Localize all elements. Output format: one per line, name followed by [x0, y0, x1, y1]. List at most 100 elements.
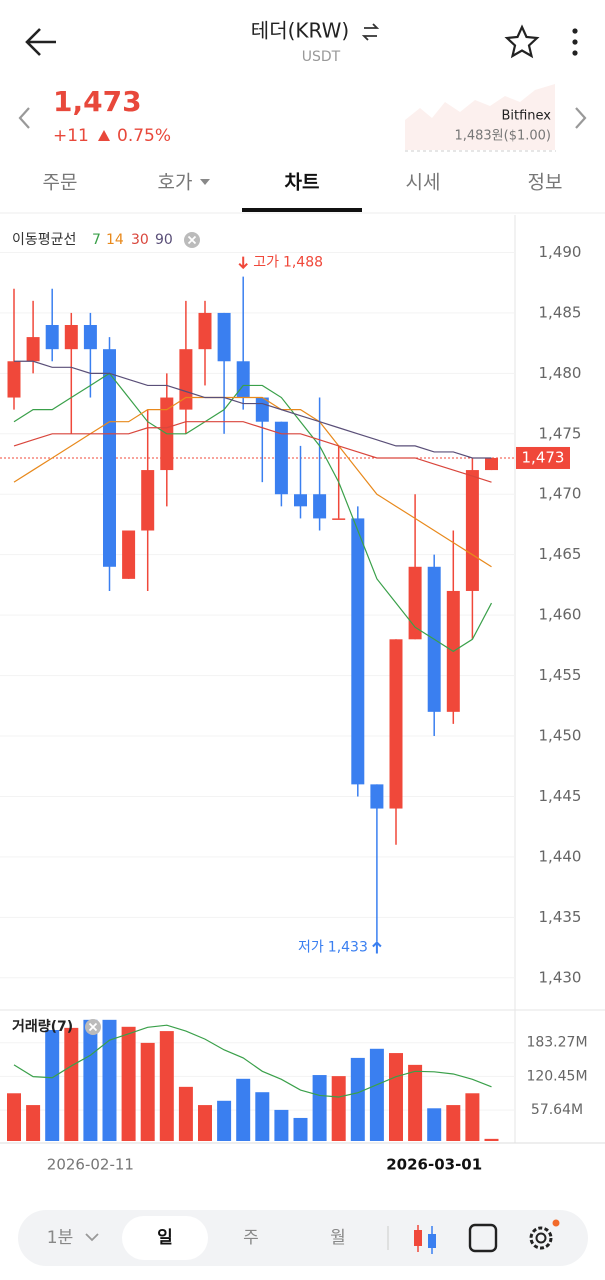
price-summary: 1,473 +11 0.75% Bitfinex 1,483원($1.00): [18, 84, 587, 152]
candle-body: [255, 397, 269, 422]
tab[interactable]: 차트: [285, 172, 320, 194]
active-period-pill: [122, 1216, 208, 1260]
y-tick-label: 1,450: [539, 727, 582, 745]
y-tick-label: 1,440: [539, 847, 582, 865]
settings-icon[interactable]: [529, 1219, 560, 1250]
ma-line: [13, 396, 492, 568]
period[interactable]: 월: [330, 1228, 346, 1248]
candle-body: [370, 784, 384, 809]
tab[interactable]: 정보: [528, 172, 563, 194]
volume-bar: [26, 1105, 41, 1141]
favorite-button[interactable]: [504, 24, 540, 59]
last-price: 1,473: [53, 85, 142, 118]
candle-body: [465, 470, 479, 591]
volume-bar: [7, 1093, 21, 1141]
low-text: 저가: [298, 940, 324, 956]
header: 테더(KRW) USDT: [25, 19, 578, 65]
volume-legend: 거래량(7): [12, 1019, 73, 1035]
x-tick-label: 2026-02-11: [47, 1156, 134, 1174]
volume-tick-label: 57.64M: [531, 1102, 583, 1118]
tab[interactable]: 주문: [43, 172, 78, 194]
volume-bar: [408, 1064, 423, 1141]
y-tick-label: 1,430: [539, 968, 582, 986]
volume-bar: [217, 1100, 232, 1141]
volume-bar: [83, 1019, 98, 1141]
high-value: 1,488: [283, 255, 323, 271]
volume-bar: [140, 1042, 155, 1141]
candle-body: [45, 325, 59, 350]
ma-line: [13, 372, 493, 653]
change-pct: 0.75%: [117, 126, 171, 146]
next-button[interactable]: [575, 107, 587, 129]
volume-bar: [45, 1030, 60, 1141]
tab-underline: [242, 208, 362, 212]
x-tick-label: 2026-03-01: [386, 1156, 482, 1174]
candle-body: [332, 518, 346, 520]
up-arrow: [98, 130, 110, 141]
interval[interactable]: 1분: [47, 1228, 73, 1248]
volume-ma-line: [13, 1024, 492, 1098]
interval-chevron[interactable]: [85, 1233, 99, 1242]
volume-bar: [102, 1019, 117, 1141]
y-tick-label: 1,485: [539, 303, 582, 321]
sparkline: [405, 84, 555, 150]
ref-exchange: Bitfinex: [501, 109, 551, 124]
candle-body: [7, 361, 21, 398]
y-tick-label: 1,455: [539, 666, 582, 684]
high-text: 고가: [253, 255, 279, 271]
y-tick-label: 1,475: [539, 424, 582, 442]
tab[interactable]: 호가: [158, 172, 193, 194]
period[interactable]: 일: [157, 1228, 173, 1248]
legend-entry: 90: [155, 232, 173, 248]
candle-body: [26, 337, 40, 362]
volume-bar: [350, 1057, 365, 1141]
candle-body: [141, 470, 155, 531]
volume-bar: [159, 1031, 174, 1141]
candle-body: [274, 421, 288, 495]
candle-body: [408, 566, 422, 640]
y-tick-label: 1,470: [539, 485, 582, 503]
y-tick-label: 1,445: [539, 787, 582, 805]
candle-body: [389, 639, 403, 809]
candle-body: [313, 494, 327, 519]
volume-bar: [312, 1075, 327, 1141]
y-tick-label: 1,490: [539, 243, 582, 261]
volume-bar: [484, 1138, 499, 1141]
tabs: 주문 호가 차트 시세 정보: [43, 172, 563, 212]
volume-bar: [427, 1108, 442, 1141]
low-arrow: [372, 941, 382, 954]
tab[interactable]: 시세: [406, 172, 441, 194]
swap-icon[interactable]: [361, 23, 380, 41]
tab-dropdown: [200, 179, 210, 185]
more-button[interactable]: [572, 28, 578, 56]
high-label: 고가 1,488: [253, 255, 323, 271]
chart: 1,490 1,485 1,480 1,475 1,470 1,465 1,460 1,455…: [0, 215, 605, 1174]
last-price-tag: [516, 446, 570, 469]
legend-entry: 7: [92, 232, 101, 248]
volume-bar: [369, 1048, 384, 1141]
ma-legend-label: 이동평균선: [12, 232, 76, 248]
title: 테더(KRW): [251, 19, 349, 43]
volume-bar: [121, 1026, 136, 1141]
volume-bar: [293, 1117, 308, 1141]
volume-bar: [331, 1076, 346, 1141]
candle-body: [236, 361, 250, 398]
y-tick-label: 1,465: [539, 545, 582, 563]
candle-body: [179, 349, 193, 410]
period[interactable]: 주: [243, 1228, 259, 1248]
high-arrow: [238, 256, 248, 270]
candle-icon[interactable]: [414, 1225, 436, 1254]
volume-tick-label: 183.27M: [526, 1035, 587, 1051]
volume-tick-label: 120.45M: [526, 1068, 587, 1084]
legend-close-x: [187, 235, 197, 245]
back-button[interactable]: [25, 28, 56, 56]
ma-line: [13, 421, 492, 483]
prev-button[interactable]: [18, 107, 30, 129]
ref-price: 1,483원($1.00): [454, 129, 551, 144]
low-label: 저가 1,433: [298, 940, 368, 956]
layout-icon[interactable]: [468, 1223, 498, 1253]
ma-line: [14, 360, 492, 459]
candle-body: [198, 312, 212, 350]
toolbar-bg: [18, 1210, 588, 1266]
legend-entry: 14: [106, 232, 124, 248]
